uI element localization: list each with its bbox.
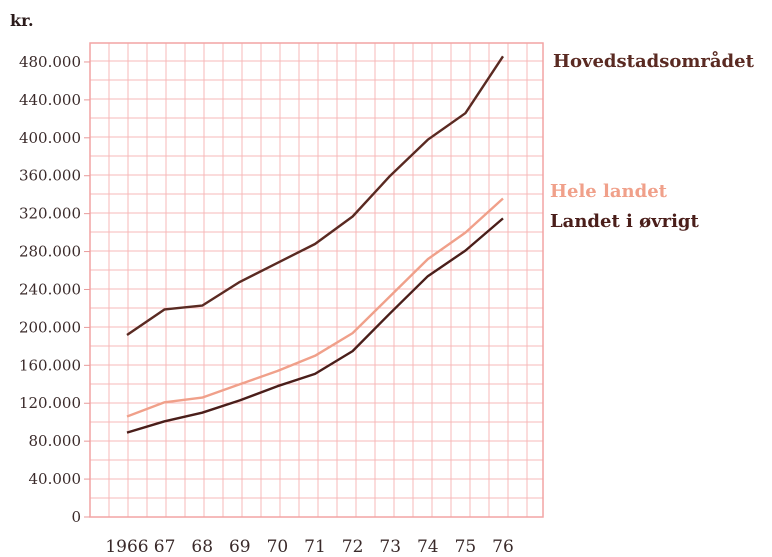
chart-grid	[90, 43, 543, 517]
x-tick-label: 72	[342, 537, 364, 557]
x-tick-label: 67	[154, 537, 176, 557]
y-axis-unit-label: kr.	[10, 11, 34, 30]
x-tick-label: 71	[304, 537, 326, 557]
series-labels: Hovedstadsområdet Hele landet Landet i øvr…	[550, 49, 755, 232]
y-tick-label: 200.000	[19, 318, 81, 336]
series-line-2	[126, 217, 504, 434]
series-label-0: Hovedstadsområdet	[553, 49, 755, 72]
plot-frame	[89, 42, 544, 518]
y-axis-ticks: 0 40.000 80.000 120.000 160.000 200.000 240.00…	[19, 53, 90, 526]
series-lines	[126, 55, 505, 434]
x-tick-label: 68	[191, 537, 213, 557]
y-tick-label: 240.000	[19, 280, 81, 298]
x-tick-label: 70	[267, 537, 289, 557]
y-tick-label: 400.000	[19, 129, 81, 147]
series-line-1	[126, 197, 504, 418]
y-tick-label: 280.000	[19, 243, 81, 261]
x-tick-label: 76	[492, 537, 514, 557]
x-axis-ticks: 1966 67 68 69 70 71 72 73 74 75 76	[105, 537, 513, 557]
y-tick-label: 0	[71, 508, 81, 526]
x-tick-label: 74	[417, 537, 439, 557]
series-line-0	[126, 55, 505, 336]
series-label-2: Landet i øvrigt	[550, 211, 700, 232]
x-tick-label: 75	[455, 537, 477, 557]
y-tick-label: 440.000	[19, 91, 81, 109]
y-tick-label: 160.000	[19, 356, 81, 374]
series-label-1: Hele landet	[550, 181, 668, 202]
y-tick-label: 320.000	[19, 205, 81, 223]
y-tick-label: 360.000	[19, 167, 81, 185]
y-tick-label: 40.000	[29, 470, 82, 488]
x-tick-label: 69	[229, 537, 251, 557]
y-tick-label: 480.000	[19, 53, 81, 71]
x-tick-label: 73	[379, 537, 401, 557]
y-tick-label: 80.000	[29, 432, 82, 450]
x-tick-label: 1966	[105, 537, 148, 557]
y-tick-label: 120.000	[19, 394, 81, 412]
